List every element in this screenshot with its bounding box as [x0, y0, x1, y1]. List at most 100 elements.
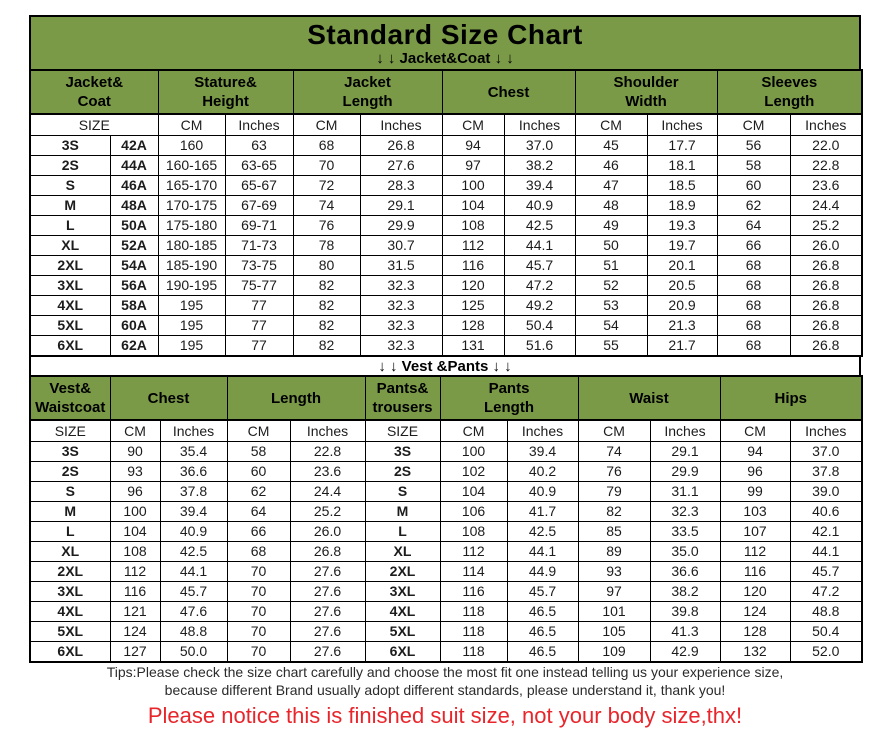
- measurement-cell: 180-185: [157, 235, 226, 256]
- measurement-cell: 27.6: [289, 621, 366, 642]
- column-group-header: Stature& Height: [157, 69, 294, 115]
- measurement-cell: 41.3: [649, 621, 721, 642]
- measurement-cell: 45.7: [789, 561, 863, 582]
- measurement-cell: 102: [439, 461, 508, 482]
- measurement-cell: 38.2: [503, 155, 576, 176]
- measurement-cell: 42.1: [789, 521, 863, 542]
- size-label-cell: XL: [29, 235, 111, 256]
- column-group-header: Waist: [577, 375, 721, 421]
- measurement-cell: 82: [292, 295, 361, 316]
- size-label-cell: 50A: [109, 215, 159, 236]
- column-group-header: Shoulder Width: [574, 69, 718, 115]
- column-group-header: Chest: [441, 69, 576, 115]
- measurement-cell: 29.9: [649, 461, 721, 482]
- measurement-cell: 20.1: [646, 255, 718, 276]
- measurement-cell: 49: [574, 215, 648, 236]
- table-row: XL 108 42.5 68 26.8 XL 112 44.1 89 35.0 112 44.1: [29, 541, 863, 562]
- size-label-cell: L: [29, 521, 111, 542]
- unit-header-cell: Inches: [159, 419, 228, 442]
- measurement-cell: 68: [226, 541, 291, 562]
- size-label-cell: 3S: [29, 441, 111, 462]
- unit-header-row: SIZE CM Inches CM Inches SIZE CM Inches CM Inches…: [29, 419, 863, 442]
- size-label-cell: 42A: [109, 135, 159, 156]
- size-label-cell: 2XL: [364, 561, 441, 582]
- measurement-cell: 128: [719, 621, 791, 642]
- measurement-cell: 19.3: [646, 215, 718, 236]
- measurement-cell: 127: [109, 641, 161, 663]
- vest-pants-section-label: ↓ ↓ Vest &Pants ↓ ↓: [378, 357, 512, 375]
- size-label-cell: XL: [29, 541, 111, 562]
- measurement-cell: 33.5: [649, 521, 721, 542]
- measurement-cell: 70: [226, 641, 291, 663]
- page-title: Standard Size Chart: [307, 18, 583, 50]
- measurement-cell: 62: [716, 195, 791, 216]
- measurement-cell: 118: [439, 601, 508, 622]
- measurement-cell: 46.5: [506, 621, 579, 642]
- measurement-cell: 18.5: [646, 175, 718, 196]
- column-group-header: Jacket Length: [292, 69, 443, 115]
- unit-header-cell: CM: [157, 113, 226, 136]
- measurement-cell: 36.6: [649, 561, 721, 582]
- unit-header-cell: CM: [577, 419, 651, 442]
- measurement-cell: 93: [577, 561, 651, 582]
- measurement-cell: 46: [574, 155, 648, 176]
- unit-header-cell: Inches: [789, 419, 863, 442]
- measurement-cell: 101: [577, 601, 651, 622]
- size-label-cell: 52A: [109, 235, 159, 256]
- measurement-cell: 37.0: [789, 441, 863, 462]
- unit-header-cell: SIZE: [364, 419, 441, 442]
- measurement-cell: 24.4: [789, 195, 863, 216]
- measurement-cell: 112: [439, 541, 508, 562]
- measurement-cell: 22.8: [289, 441, 366, 462]
- unit-header-cell: SIZE: [29, 113, 159, 136]
- measurement-cell: 79: [577, 481, 651, 502]
- measurement-cell: 63: [224, 135, 294, 156]
- measurement-cell: 60: [716, 175, 791, 196]
- measurement-cell: 124: [719, 601, 791, 622]
- measurement-cell: 27.6: [289, 641, 366, 663]
- measurement-cell: 108: [109, 541, 161, 562]
- column-group-header: Chest: [109, 375, 228, 421]
- measurement-cell: 29.1: [649, 441, 721, 462]
- size-label-cell: 2S: [29, 461, 111, 482]
- size-label-cell: 4XL: [29, 601, 111, 622]
- measurement-cell: 195: [157, 335, 226, 357]
- measurement-cell: 118: [439, 621, 508, 642]
- measurement-cell: 42.5: [506, 521, 579, 542]
- unit-header-cell: CM: [574, 113, 648, 136]
- measurement-cell: 66: [226, 521, 291, 542]
- size-chart-sheet: Standard Size Chart ↓ ↓ Jacket&Coat ↓ ↓ …: [29, 15, 864, 663]
- measurement-cell: 65-67: [224, 175, 294, 196]
- size-label-cell: 56A: [109, 275, 159, 296]
- jacket-coat-section-label: ↓ ↓ Jacket&Coat ↓ ↓: [376, 49, 514, 67]
- measurement-cell: 25.2: [789, 215, 863, 236]
- unit-header-cell: CM: [719, 419, 791, 442]
- measurement-cell: 39.4: [159, 501, 228, 522]
- measurement-cell: 18.1: [646, 155, 718, 176]
- unit-header-cell: CM: [226, 419, 291, 442]
- measurement-cell: 39.8: [649, 601, 721, 622]
- size-label-cell: M: [364, 501, 441, 522]
- table-row: 3S 90 35.4 58 22.8 3S 100 39.4 74 29.1 94 37.0: [29, 441, 863, 462]
- unit-header-cell: CM: [441, 113, 505, 136]
- measurement-cell: 71-73: [224, 235, 294, 256]
- unit-header-cell: Inches: [359, 113, 443, 136]
- measurement-cell: 62: [226, 481, 291, 502]
- measurement-cell: 131: [441, 335, 505, 357]
- measurement-cell: 74: [292, 195, 361, 216]
- measurement-cell: 39.0: [789, 481, 863, 502]
- size-label-cell: 5XL: [29, 315, 111, 336]
- measurement-cell: 32.3: [359, 295, 443, 316]
- measurement-cell: 44.1: [159, 561, 228, 582]
- measurement-cell: 100: [109, 501, 161, 522]
- measurement-cell: 104: [109, 521, 161, 542]
- footer-notes: Tips:Please check the size chart careful…: [0, 663, 890, 730]
- table-row: 2XL 54A 185-190 73-75 80 31.5 116 45.7 51 20.1 68 2…: [29, 255, 863, 276]
- measurement-cell: 44.9: [506, 561, 579, 582]
- measurement-cell: 77: [224, 295, 294, 316]
- measurement-cell: 112: [441, 235, 505, 256]
- measurement-cell: 29.9: [359, 215, 443, 236]
- measurement-cell: 120: [441, 275, 505, 296]
- measurement-cell: 114: [439, 561, 508, 582]
- measurement-cell: 47.6: [159, 601, 228, 622]
